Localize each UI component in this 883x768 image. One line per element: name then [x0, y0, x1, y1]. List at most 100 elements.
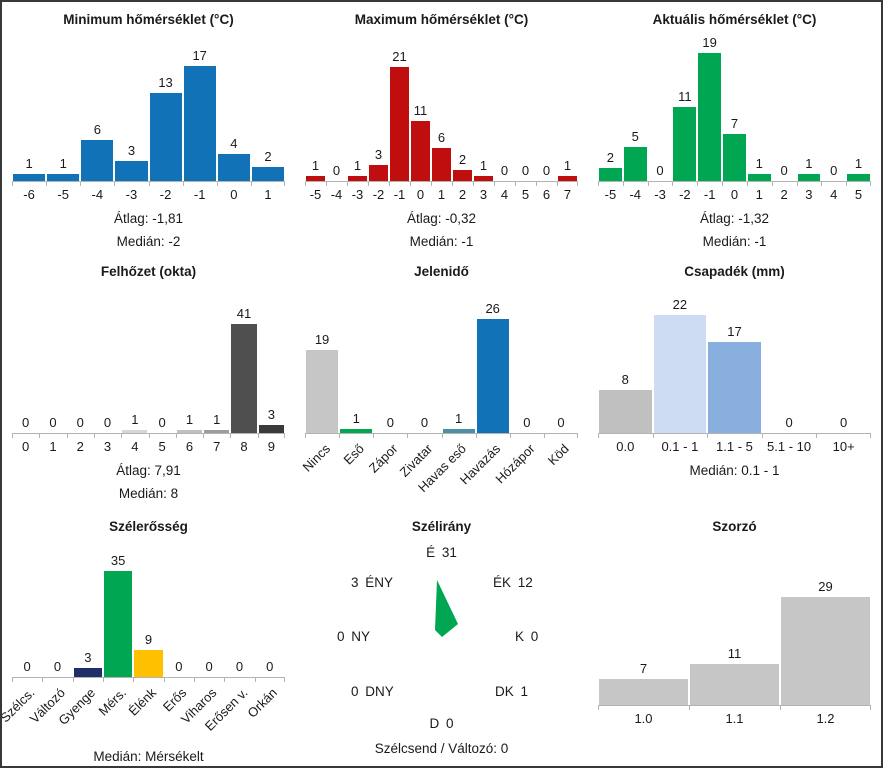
stat-value: Mérsékelt	[145, 749, 204, 764]
axis-tick	[722, 182, 724, 186]
chart-title: Szorzó	[712, 519, 757, 534]
axis-ticks	[305, 182, 578, 186]
x-tick-label: 6	[542, 187, 551, 202]
axis-ticks	[598, 182, 871, 186]
x-axis-labels: -5 -4 -3 -2 -1 0 1 2 3 4 5	[598, 186, 871, 204]
x-tick-label: -2	[372, 187, 385, 202]
x-tick-label: -1	[703, 187, 716, 202]
bar	[348, 176, 367, 181]
bar-slot: 26	[476, 301, 510, 433]
compass-dir-value: 0	[337, 629, 345, 644]
stat-line: Átlag: -0,32	[295, 210, 588, 228]
axis-tick	[557, 182, 558, 186]
plot-area: 8 22 17 0 0	[598, 286, 871, 434]
x-axis-labels: 0.0 0.1 - 1 1.1 - 5 5.1 - 10 10+	[598, 438, 871, 456]
panel-minimum-temperature: Minimum hőmérséklet (°C) 1 1 6 3 13 17 4 2 -6 -5 -4…	[2, 2, 295, 254]
x-tick-label: 3	[805, 187, 813, 202]
bar-value-label: 0	[266, 659, 274, 674]
x-tick-label: 0	[416, 187, 425, 202]
axis-tick	[305, 182, 306, 186]
x-tick-label: 1	[437, 187, 446, 202]
bar-value-label: 2	[606, 150, 615, 165]
bar-value-label: 0	[500, 163, 509, 178]
bar-slot: 0	[67, 415, 94, 433]
x-axis-labels: 0 1 2 3 4 5 6 7 8 9	[12, 438, 285, 456]
x-tick-label: -5	[57, 187, 69, 202]
x-tick-label: 0.0	[616, 439, 635, 454]
compass-dir-label: DNY	[365, 684, 394, 699]
bar-value-label: 7	[639, 661, 648, 676]
compass-point-e: K 0	[515, 629, 538, 644]
bar-value-label: 3	[84, 650, 92, 665]
bar-value-label: 3	[267, 407, 275, 422]
bar-slot: 0	[94, 415, 121, 433]
axis-tick	[515, 182, 516, 186]
x-tick-label: Eső	[340, 441, 367, 468]
x-axis-labels: -6 -5 -4 -3 -2 -1 0 1	[12, 186, 285, 204]
bar	[47, 174, 80, 181]
compass-dir-value: 0	[530, 629, 539, 644]
axis-tick	[870, 182, 871, 186]
x-tick-label: 5.1 - 10	[767, 439, 812, 454]
bar-slot: 0	[407, 415, 441, 433]
x-axis-labels: Nincs Eső Zápor Zivatar Havas eső Havazás Hózá…	[299, 438, 578, 500]
axis-tick	[66, 434, 68, 438]
x-tick-label: 0	[22, 439, 30, 454]
x-tick-label: 7	[213, 439, 221, 454]
stat-label: Medián:	[93, 749, 142, 764]
x-tick-label: 3	[103, 439, 112, 454]
bar-value-label: 26	[485, 301, 500, 316]
x-tick-label: 4	[500, 187, 509, 202]
compass-footer-value: 0	[500, 741, 509, 756]
bar-value-label: 0	[53, 659, 62, 674]
axis-tick	[80, 182, 82, 186]
axis-tick	[622, 182, 624, 186]
stat-label: Medián:	[702, 234, 751, 249]
compass-dir-label: ÉNY	[365, 575, 394, 590]
axis-ticks	[305, 434, 578, 438]
panel-present-weather: Jelenidő 19 1 0 0 1 26 0 0 Nincs Eső Zápor Zivatar Ha…	[295, 254, 588, 509]
bar	[558, 176, 577, 181]
bar-slot: 1	[305, 158, 326, 181]
bar-value-label: 1	[805, 156, 813, 171]
stat-label: Medián:	[118, 486, 167, 501]
bar-value-label: 0	[521, 163, 530, 178]
x-tick-label: -1	[393, 187, 406, 202]
bar-slot: 22	[653, 297, 708, 433]
bar-slot: 1	[797, 156, 822, 181]
axis-tick	[407, 434, 409, 438]
bar-slot: 5	[623, 129, 648, 181]
axis-tick	[12, 182, 13, 186]
x-tick-label: 5	[158, 439, 166, 454]
bar-value-label: 1	[311, 158, 320, 173]
bar-slot: 1	[203, 412, 230, 433]
axis-tick	[39, 434, 41, 438]
bar-value-label: 3	[127, 143, 136, 158]
x-tick-label: -2	[679, 187, 691, 202]
bar	[673, 107, 697, 181]
axis-tick	[42, 678, 44, 682]
bar	[306, 350, 339, 433]
bar-value-label: 1	[352, 411, 360, 426]
bar-slot: 0	[12, 415, 39, 433]
bar-slot: 1	[176, 412, 203, 433]
bar-value-label: 1	[185, 412, 194, 427]
axis-ticks	[12, 678, 285, 682]
x-tick-label: -2	[159, 187, 172, 202]
axis-tick	[103, 678, 104, 682]
stat-line: Medián: -1	[588, 233, 881, 251]
axis-tick	[250, 182, 252, 186]
bar-slot: 6	[431, 130, 452, 181]
bar-value-label: 0	[49, 415, 57, 430]
chart-title: Csapadék (mm)	[684, 264, 785, 279]
axis-tick	[598, 434, 599, 438]
axis-tick	[821, 182, 823, 186]
plot-area: 2 5 0 11 19 7 1 0 1 0 1	[598, 34, 871, 182]
x-tick-label: -3	[351, 187, 364, 202]
bar	[698, 53, 722, 181]
bar-value-label: 22	[672, 297, 688, 312]
bar-value-label: 17	[727, 324, 742, 339]
compass-footer: Szélcsend / Változó: 0	[295, 741, 588, 756]
axis-tick	[652, 434, 654, 438]
